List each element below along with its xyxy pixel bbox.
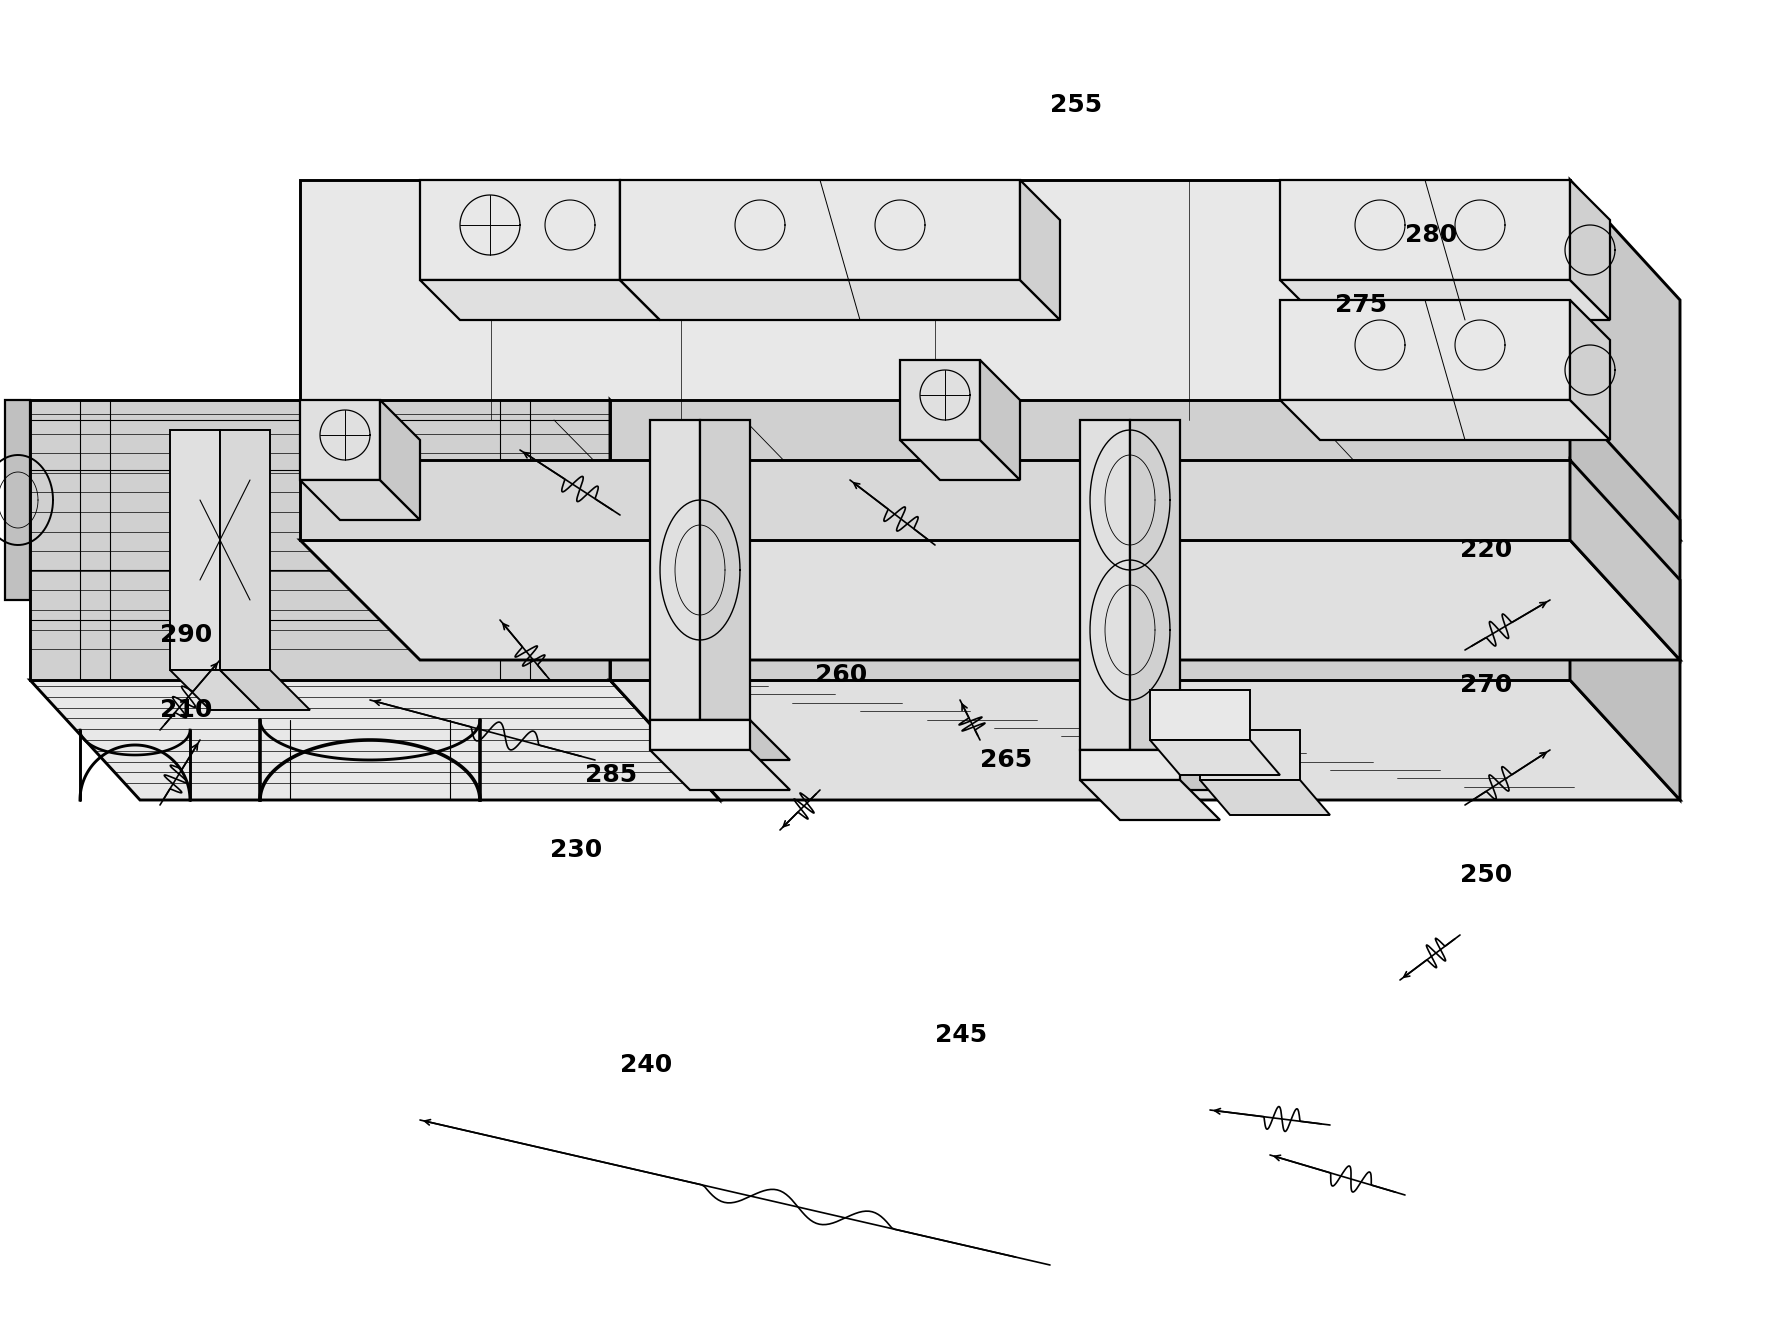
Polygon shape — [30, 681, 719, 800]
Polygon shape — [301, 459, 1570, 540]
Polygon shape — [1080, 420, 1130, 749]
Polygon shape — [171, 670, 260, 710]
Polygon shape — [301, 180, 1570, 420]
Polygon shape — [301, 420, 1680, 540]
Text: 270: 270 — [1460, 673, 1513, 696]
Polygon shape — [619, 279, 1061, 320]
Polygon shape — [1570, 301, 1609, 440]
Polygon shape — [611, 681, 1680, 800]
Polygon shape — [619, 180, 1020, 279]
Polygon shape — [420, 279, 660, 320]
Text: 290: 290 — [160, 624, 212, 647]
Text: 220: 220 — [1460, 538, 1513, 561]
Polygon shape — [221, 670, 310, 710]
Polygon shape — [301, 400, 379, 481]
Polygon shape — [901, 440, 1020, 481]
Polygon shape — [1280, 400, 1609, 440]
Polygon shape — [301, 540, 1680, 659]
Polygon shape — [650, 720, 749, 749]
Polygon shape — [1080, 749, 1180, 780]
Polygon shape — [1150, 690, 1250, 740]
Text: 250: 250 — [1460, 863, 1513, 887]
Text: 285: 285 — [586, 763, 637, 786]
Text: 240: 240 — [619, 1053, 673, 1076]
Polygon shape — [420, 180, 619, 279]
Text: 275: 275 — [1335, 293, 1387, 316]
Polygon shape — [301, 481, 420, 520]
Polygon shape — [1150, 740, 1280, 775]
Text: 280: 280 — [1404, 222, 1458, 248]
Text: 255: 255 — [1050, 93, 1102, 117]
Polygon shape — [1130, 749, 1219, 790]
Polygon shape — [650, 749, 790, 790]
Polygon shape — [1570, 180, 1609, 320]
Polygon shape — [1280, 180, 1570, 279]
Polygon shape — [1130, 420, 1180, 749]
Polygon shape — [619, 180, 660, 320]
Polygon shape — [5, 400, 30, 600]
Polygon shape — [1200, 780, 1330, 816]
Polygon shape — [981, 360, 1020, 481]
Polygon shape — [1570, 459, 1680, 659]
Text: 260: 260 — [815, 663, 867, 687]
Polygon shape — [1080, 780, 1219, 820]
Polygon shape — [1570, 400, 1680, 800]
Text: 210: 210 — [160, 698, 212, 722]
Polygon shape — [650, 720, 740, 760]
Polygon shape — [901, 360, 981, 440]
Polygon shape — [379, 400, 420, 520]
Polygon shape — [1280, 279, 1609, 320]
Polygon shape — [1080, 749, 1169, 790]
Text: 245: 245 — [934, 1023, 988, 1047]
Polygon shape — [650, 420, 700, 720]
Polygon shape — [171, 430, 221, 670]
Polygon shape — [1200, 730, 1299, 780]
Polygon shape — [1570, 180, 1680, 540]
Polygon shape — [700, 720, 790, 760]
Polygon shape — [30, 400, 611, 681]
Polygon shape — [1280, 301, 1570, 400]
Polygon shape — [611, 400, 1570, 681]
Text: 265: 265 — [981, 748, 1032, 772]
Text: 230: 230 — [550, 838, 602, 862]
Polygon shape — [221, 430, 271, 670]
Polygon shape — [700, 420, 749, 720]
Polygon shape — [1020, 180, 1061, 320]
Polygon shape — [611, 400, 719, 800]
